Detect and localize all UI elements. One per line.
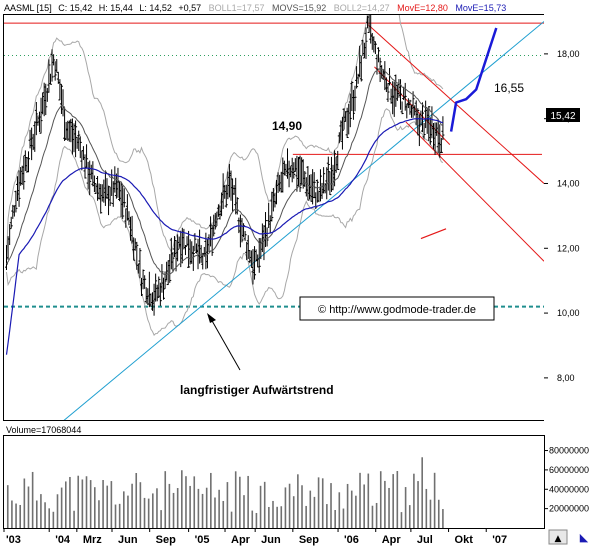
- header-symbol: AASML [15]: [4, 3, 52, 13]
- header-change: +0,57: [178, 3, 201, 13]
- header-close: C: 15,42: [58, 3, 92, 13]
- moving-averages: [5, 68, 444, 355]
- x-tick-label: Sep: [299, 534, 319, 546]
- last-price-tag: 15,42: [546, 108, 580, 122]
- y-tick-label: 8,00: [557, 373, 575, 383]
- price-plot-area: [4, 15, 544, 420]
- target-label-1655: 16,55: [494, 81, 524, 95]
- volume-bars: [6, 457, 444, 528]
- x-tick-label: Mrz: [83, 534, 102, 546]
- y-tick-label: 14,00: [557, 178, 580, 188]
- x-tick-label: '03: [6, 534, 21, 546]
- x-tick-label: Jun: [118, 534, 138, 546]
- x-tick-label: '06: [344, 534, 359, 546]
- x-tick-label: '05: [195, 534, 210, 546]
- last-price-label: 15,42: [550, 111, 575, 122]
- red-tick-mark: [420, 228, 447, 240]
- moving-average-short: [6, 68, 444, 276]
- volume-tick-label: 40000000: [549, 484, 589, 494]
- forecast-line: [449, 27, 498, 132]
- header-move1: MovE=12,80: [397, 3, 448, 13]
- copyright-text: © http://www.godmode-trader.de: [318, 304, 476, 316]
- x-tick-label: Apr: [382, 534, 402, 546]
- copyright-box: © http://www.godmode-trader.de: [299, 296, 495, 321]
- price-axis-area: [544, 14, 599, 421]
- header-high: H: 15,44: [99, 3, 133, 13]
- header-movs: MOVS=15,92: [272, 3, 326, 13]
- y-tick-label: 18,00: [557, 49, 580, 59]
- price-panel-frame: [3, 14, 545, 421]
- y-tick-label: 10,00: [557, 308, 580, 318]
- forecast-path: [449, 27, 498, 132]
- x-tick-label: Jul: [417, 534, 433, 546]
- x-tick-label: '04: [55, 534, 71, 546]
- volume-label: Volume=17068044: [6, 425, 81, 435]
- level-label-1490: 14,90: [272, 119, 302, 133]
- x-tick-label: Sep: [156, 534, 176, 546]
- x-tick-label: Jun: [261, 534, 281, 546]
- x-tick-label: Okt: [455, 534, 474, 546]
- x-tick-label: '07: [492, 534, 507, 546]
- volume-tick-label: 20000000: [549, 504, 589, 514]
- header-line: AASML [15] C: 15,42 H: 15,44 L: 14,52 +0…: [4, 3, 506, 13]
- time-x-axis: '03 '04 Mrz Jun Sep '05 Apr Jun Sep '06 Apr Jul Okt '…: [3, 528, 507, 546]
- volume-panel-frame: [3, 435, 545, 529]
- volume-y-axis: 80000000 60000000 40000000 20000000: [544, 446, 589, 514]
- corner-triangle-icon[interactable]: ◣: [580, 531, 589, 544]
- up-arrow-icon: ▲: [555, 534, 562, 544]
- y-tick-label: 12,00: [557, 243, 580, 253]
- long-term-trendline: [63, 21, 544, 420]
- header-low: L: 14,52: [139, 3, 172, 13]
- header-boll1: BOLL1=17,57: [209, 3, 265, 13]
- x-tick-label: Apr: [231, 534, 251, 546]
- volume-tick-label: 60000000: [549, 465, 589, 475]
- trend-text: langfristiger Aufwärtstrend: [180, 383, 334, 397]
- volume-tick-label: 80000000: [549, 446, 589, 456]
- channel-lower-line: [405, 121, 544, 262]
- scroll-up-button[interactable]: ▲: [548, 529, 568, 545]
- price-bars: [5, 15, 445, 316]
- header-move2: MovE=15,73: [455, 3, 506, 13]
- bollinger-upper: [6, 15, 444, 256]
- moving-average-long: [5, 117, 444, 355]
- header-boll2: BOLL2=14,27: [334, 3, 390, 13]
- channel-inner-line: [374, 66, 451, 145]
- trend-arrow: [207, 313, 241, 371]
- bollinger-bands: [6, 15, 444, 336]
- trend-channel: [63, 21, 544, 420]
